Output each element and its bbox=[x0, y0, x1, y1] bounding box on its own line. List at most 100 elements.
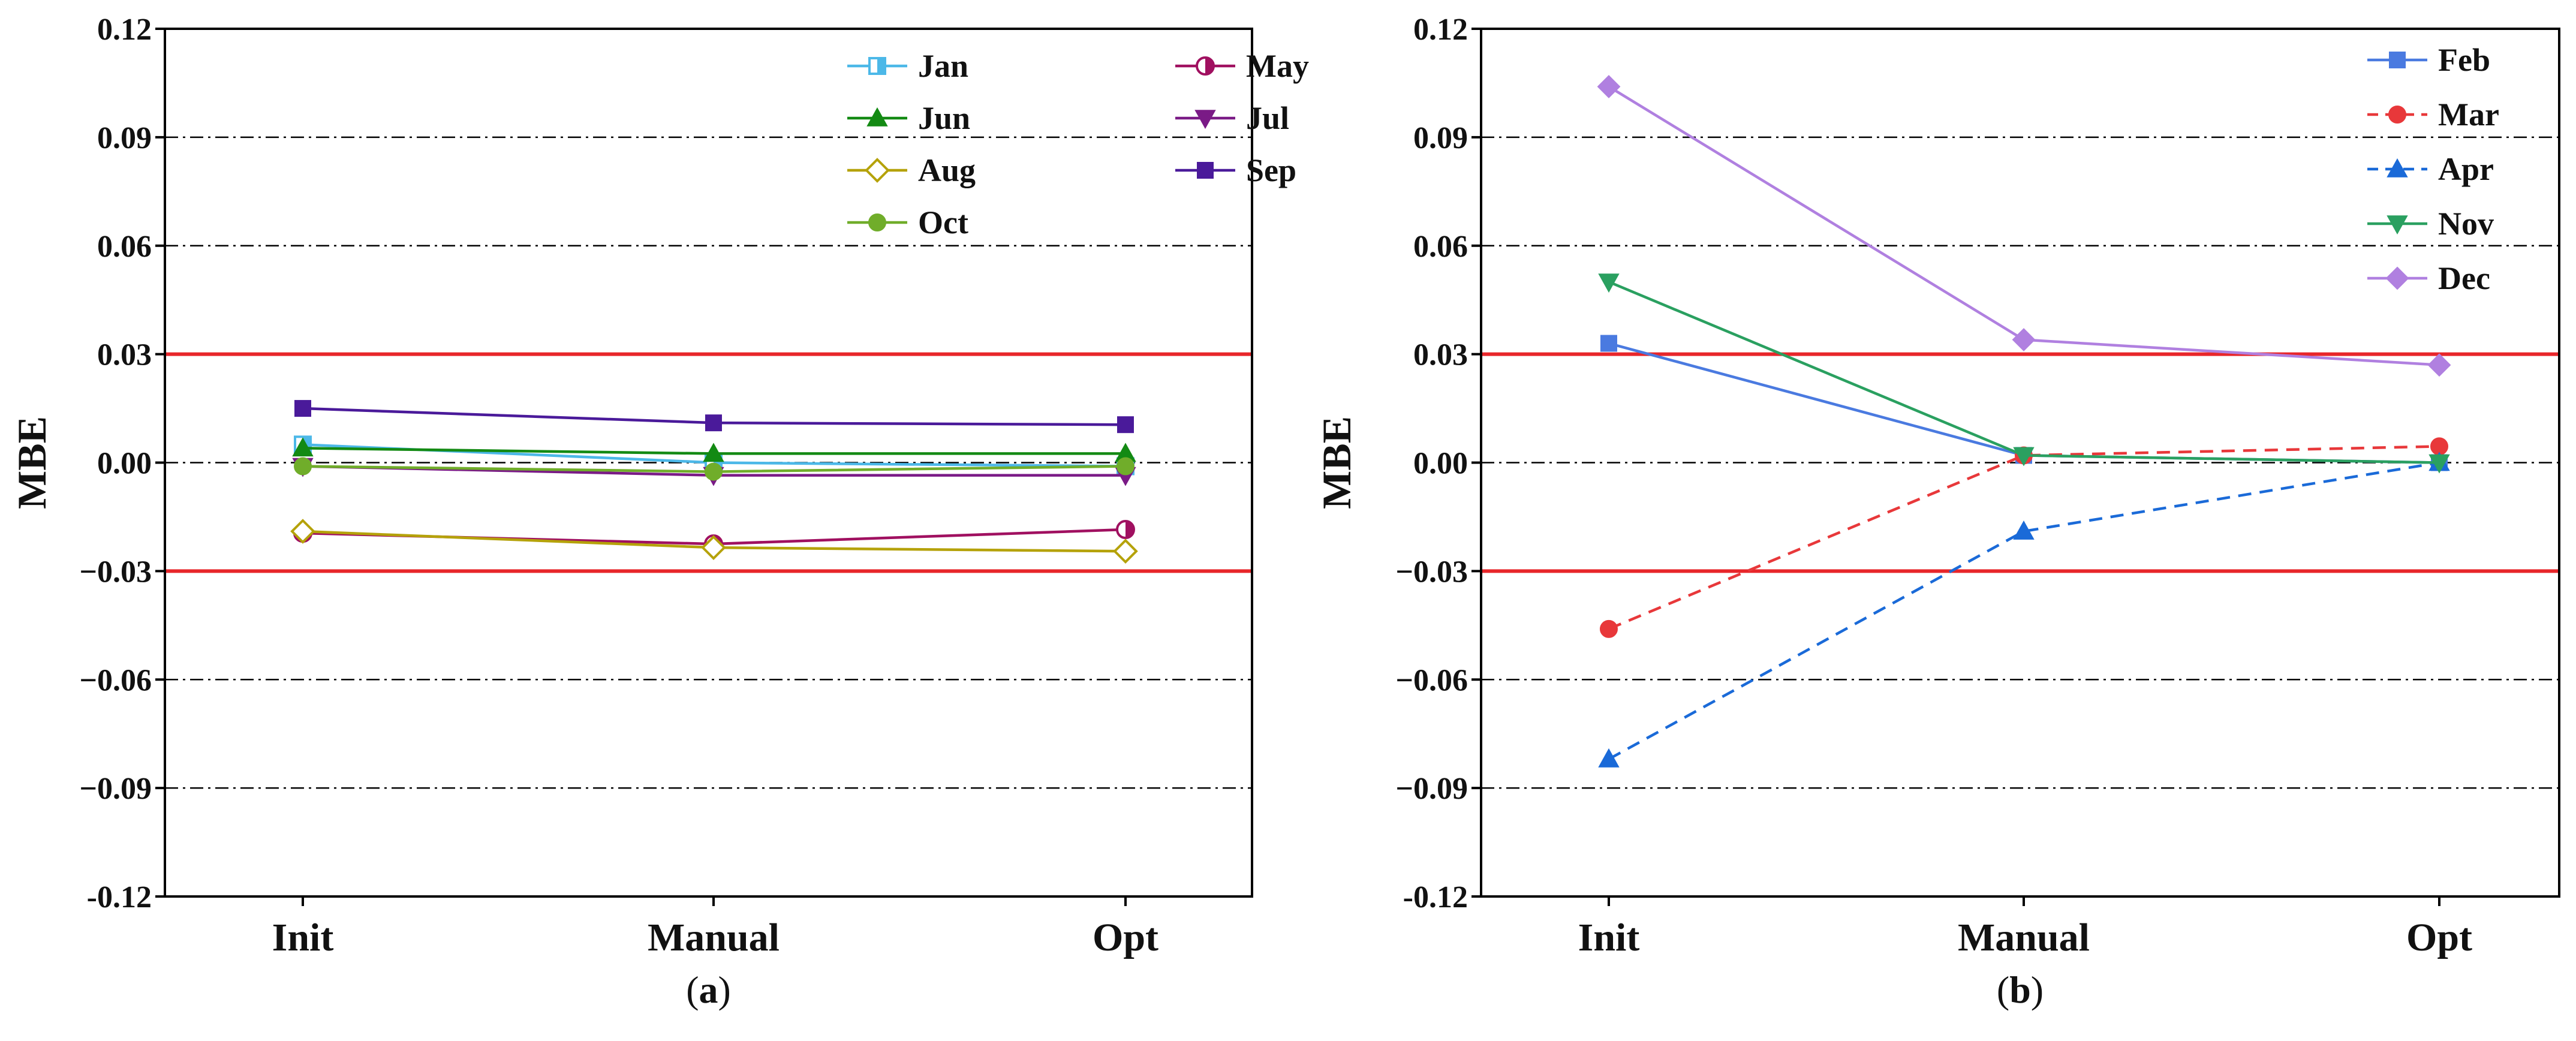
data-point-sep-opt bbox=[1117, 416, 1134, 434]
legend-label: Jan bbox=[918, 48, 968, 84]
legend-label: Aug bbox=[918, 152, 976, 188]
legend-label: May bbox=[1246, 48, 1309, 84]
legend-marker-fill bbox=[1205, 58, 1214, 74]
series-line-dec bbox=[1608, 85, 2440, 366]
y-tick-label: -0.12 bbox=[87, 880, 152, 914]
data-point-oct-init bbox=[294, 457, 312, 476]
legend-item-apr: Apr bbox=[2367, 151, 2494, 187]
x-tick-label: Opt bbox=[2406, 916, 2472, 959]
series-jun bbox=[292, 437, 1136, 462]
panel-label-letter: b bbox=[2009, 968, 2031, 1011]
y-axis-label: MBE bbox=[1314, 416, 1359, 509]
data-point-nov-init bbox=[1598, 273, 1620, 293]
legend-label: Feb bbox=[2438, 42, 2490, 78]
data-point-sep-manual bbox=[705, 414, 722, 432]
series-line-apr bbox=[1608, 461, 2440, 760]
y-tick-label: −0.09 bbox=[79, 772, 152, 806]
chart-panel-a: 0.12 0.09 0.06 0.03 0.00 −0.03 −0.06 −0.09 -0.12… bbox=[9, 13, 1309, 1011]
data-point-apr-manual bbox=[2013, 520, 2035, 540]
data-point-feb-init bbox=[1600, 335, 1617, 352]
data-point-aug-init bbox=[290, 519, 315, 544]
x-tick-label: Manual bbox=[1958, 916, 2090, 959]
panel-label-letter: a bbox=[699, 968, 718, 1011]
legend-marker bbox=[2387, 215, 2408, 235]
y-tick-label: 0.09 bbox=[1413, 121, 1468, 155]
legend-item-sep: Sep bbox=[1175, 152, 1296, 188]
y-tick-label: −0.06 bbox=[1395, 663, 1468, 697]
legend-marker bbox=[1197, 162, 1214, 179]
series-line-nov bbox=[1608, 280, 2440, 464]
y-tick-label: 0.00 bbox=[1413, 447, 1468, 481]
legend-marker bbox=[868, 213, 886, 231]
panel-label-open: ( bbox=[1997, 968, 2009, 1011]
y-tick-label: −0.06 bbox=[79, 663, 152, 697]
data-point-jun-manual bbox=[703, 443, 724, 462]
y-tick-label: −0.09 bbox=[1395, 772, 1468, 806]
data-point-oct-opt bbox=[1117, 457, 1134, 476]
y-tick-label: −0.03 bbox=[79, 555, 152, 589]
legend-label: Sep bbox=[1246, 152, 1296, 188]
series-aug bbox=[290, 519, 1138, 564]
data-point-aug-opt bbox=[1113, 538, 1138, 564]
series-nov bbox=[1598, 273, 2450, 474]
panel-label-close: ) bbox=[2031, 968, 2044, 1011]
legend-item-oct: Oct bbox=[847, 204, 968, 240]
data-point-apr-init bbox=[1598, 748, 1620, 768]
legend-marker bbox=[2388, 106, 2406, 124]
y-tick-label: 0.12 bbox=[1413, 13, 1468, 47]
legend-label: Jul bbox=[1246, 100, 1289, 136]
data-point-dec-manual bbox=[2012, 328, 2036, 351]
legend-item-aug: Aug bbox=[847, 152, 976, 188]
y-tick-label: 0.03 bbox=[1413, 338, 1468, 372]
y-tick-label: 0.00 bbox=[97, 447, 152, 481]
series-dec bbox=[1597, 75, 2451, 377]
chart-panel-b: 0.12 0.09 0.06 0.03 0.00 −0.03 −0.06 −0.09 -0.12… bbox=[1314, 13, 2560, 1011]
panel-label: (b) bbox=[1997, 968, 2044, 1011]
data-point-jun-init bbox=[292, 437, 314, 457]
series-line-feb bbox=[1608, 342, 2440, 464]
data-point-may-opt-fill bbox=[1126, 521, 1134, 538]
panel-label-open: ( bbox=[686, 968, 699, 1011]
legend-label: Nov bbox=[2438, 206, 2494, 242]
legend-label: Dec bbox=[2438, 260, 2490, 296]
x-tick-label: Init bbox=[272, 916, 334, 959]
data-point-sep-init bbox=[294, 400, 311, 417]
legend-item-jun: Jun bbox=[847, 100, 970, 136]
y-tick-label: -0.12 bbox=[1403, 880, 1468, 914]
legend-marker bbox=[1194, 110, 1216, 130]
legend-item-nov: Nov bbox=[2367, 206, 2494, 242]
legend-marker bbox=[2389, 52, 2406, 68]
legend-label: Oct bbox=[918, 204, 968, 240]
data-point-may-opt bbox=[1116, 520, 1135, 540]
data-point-nov-manual bbox=[2013, 447, 2035, 467]
y-tick-label: 0.12 bbox=[97, 13, 152, 47]
legend-label: Apr bbox=[2438, 151, 2494, 187]
legend-item-jul: Jul bbox=[1175, 100, 1289, 136]
data-point-mar-init bbox=[1600, 619, 1618, 638]
legend-marker bbox=[2387, 158, 2408, 177]
legend-marker bbox=[1196, 56, 1215, 76]
data-point-aug-manual bbox=[701, 535, 726, 561]
x-tick-label: Manual bbox=[648, 916, 780, 959]
legend-item-feb: Feb bbox=[2367, 42, 2490, 78]
data-point-nov-opt bbox=[2428, 454, 2450, 474]
legend-marker bbox=[865, 158, 890, 183]
series-sep bbox=[294, 400, 1134, 434]
legend: Feb Mar Apr Nov Dec bbox=[2367, 42, 2499, 296]
y-axis-label: MBE bbox=[9, 416, 55, 509]
data-point-oct-manual bbox=[705, 462, 723, 481]
series-oct bbox=[294, 457, 1134, 481]
legend-marker bbox=[2385, 266, 2409, 290]
legend-item-may: May bbox=[1175, 48, 1309, 84]
y-tick-label: 0.03 bbox=[97, 338, 152, 372]
data-point-dec-init bbox=[1597, 75, 1621, 98]
legend-marker bbox=[868, 57, 886, 75]
data-point-dec-opt bbox=[2427, 353, 2451, 377]
legend-item-mar: Mar bbox=[2367, 97, 2499, 133]
x-tick-label: Init bbox=[1578, 916, 1640, 959]
legend-item-dec: Dec bbox=[2367, 260, 2490, 296]
series-apr bbox=[1598, 452, 2450, 768]
legend-label: Mar bbox=[2438, 97, 2499, 133]
